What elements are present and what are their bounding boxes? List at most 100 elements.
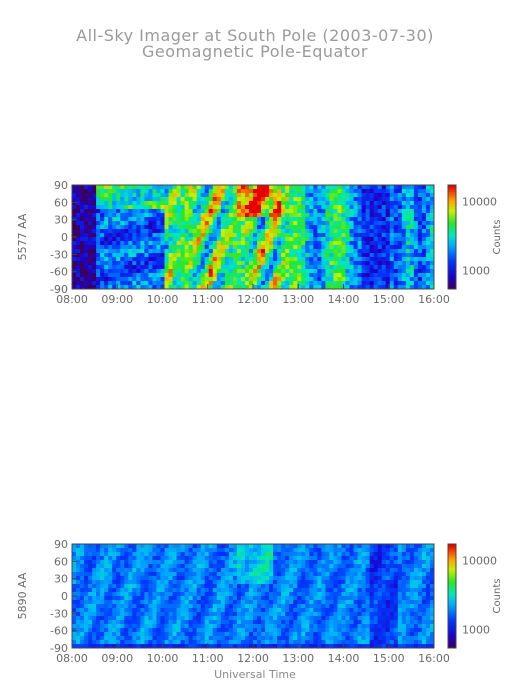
heatmap-cell: [188, 201, 194, 206]
heatmap-cell: [148, 580, 153, 585]
heatmap-cell: [325, 233, 330, 238]
heatmap-cell: [309, 632, 314, 637]
heatmap-cell: [257, 628, 262, 633]
heatmap-cell: [285, 600, 290, 605]
heatmap-cell: [240, 616, 246, 621]
heatmap-cell: [353, 185, 358, 190]
heatmap-cell: [108, 564, 113, 569]
heatmap-cell: [277, 624, 282, 629]
heatmap-cell: [188, 205, 194, 210]
heatmap-cell: [397, 560, 403, 565]
heatmap-cell: [321, 189, 326, 194]
heatmap-cell: [140, 237, 145, 242]
heatmap-cell: [413, 612, 419, 617]
heatmap-cell: [200, 576, 206, 581]
heatmap-cell: [148, 644, 153, 649]
heatmap-cell: [120, 596, 125, 601]
heatmap-cell: [164, 632, 169, 637]
heatmap-cell: [293, 237, 298, 242]
heatmap-cell: [345, 608, 350, 613]
heatmap-cell: [333, 257, 338, 262]
heatmap-cell: [285, 568, 290, 573]
heatmap-cell: [92, 257, 97, 262]
heatmap-cell: [281, 628, 286, 633]
heatmap-cell: [204, 241, 210, 246]
heatmap-cell: [144, 189, 149, 194]
heatmap-cell: [349, 233, 354, 238]
heatmap-cell: [228, 209, 234, 214]
heatmap-cell: [108, 632, 113, 637]
heatmap-cell: [345, 209, 350, 214]
heatmap-cell: [104, 189, 109, 194]
heatmap-cell: [112, 233, 117, 238]
heatmap-cell: [429, 201, 435, 206]
heatmap-cell: [92, 552, 97, 557]
heatmap-cell: [244, 632, 250, 637]
heatmap-cell: [128, 253, 133, 258]
heatmap-cell: [261, 544, 266, 549]
colorbar-swatch: [448, 561, 456, 564]
heatmap-cell: [156, 241, 161, 246]
heatmap-cell: [152, 253, 157, 258]
heatmap-cell: [240, 205, 246, 210]
heatmap-cell: [393, 600, 399, 605]
x-tick-label: 11:00: [192, 652, 224, 665]
heatmap-cell: [192, 245, 198, 250]
heatmap-cell: [285, 624, 290, 629]
heatmap-cell: [277, 221, 282, 226]
heatmap-cell: [100, 572, 105, 577]
heatmap-cell: [196, 584, 202, 589]
heatmap-cell: [269, 229, 274, 234]
heatmap-cell: [220, 217, 226, 222]
heatmap-cell: [313, 612, 318, 617]
heatmap-cell: [228, 285, 234, 290]
heatmap-cell: [80, 241, 85, 246]
heatmap-cell: [393, 592, 399, 597]
heatmap-cell: [84, 624, 89, 629]
heatmap-cell: [200, 592, 206, 597]
heatmap-cell: [208, 197, 214, 202]
heatmap-cell: [429, 253, 435, 258]
heatmap-cell: [421, 233, 427, 238]
heatmap-cell: [357, 257, 362, 262]
heatmap-cell: [132, 201, 137, 206]
heatmap-cell: [244, 544, 250, 549]
heatmap-cell: [240, 600, 246, 605]
heatmap-cell: [192, 636, 198, 641]
heatmap-cell: [333, 265, 338, 270]
heatmap-cell: [421, 548, 427, 553]
heatmap-cell: [357, 213, 362, 218]
heatmap-cell: [353, 556, 358, 561]
heatmap-cell: [341, 628, 346, 633]
heatmap-cell: [289, 640, 294, 645]
heatmap-cell: [393, 209, 399, 214]
heatmap-cell: [168, 261, 173, 266]
heatmap-cell: [277, 588, 282, 593]
heatmap-cell: [405, 277, 411, 282]
colorbar-label: Counts: [492, 220, 503, 255]
heatmap-cell: [317, 189, 322, 194]
heatmap-cell: [425, 596, 431, 601]
heatmap-cell: [325, 285, 330, 290]
heatmap-cell: [329, 273, 334, 278]
heatmap-cell: [172, 596, 177, 601]
heatmap-cell: [429, 189, 435, 194]
heatmap-cell: [329, 209, 334, 214]
heatmap-cell: [321, 596, 326, 601]
heatmap-cell: [333, 580, 338, 585]
heatmap-cell: [76, 229, 81, 234]
colorbar-swatch: [448, 634, 456, 637]
heatmap-cell: [104, 556, 109, 561]
heatmap-cell: [313, 277, 318, 282]
heatmap-cell: [265, 608, 270, 613]
heatmap-cell: [313, 241, 318, 246]
heatmap-cell: [417, 253, 423, 258]
heatmap-cell: [108, 217, 113, 222]
heatmap-cell: [180, 253, 186, 258]
heatmap-cell: [261, 604, 266, 609]
heatmap-cell: [224, 580, 230, 585]
heatmap-cell: [116, 576, 121, 581]
heatmap-cell: [313, 217, 318, 222]
heatmap-cell: [337, 564, 342, 569]
heatmap-cell: [285, 620, 290, 625]
